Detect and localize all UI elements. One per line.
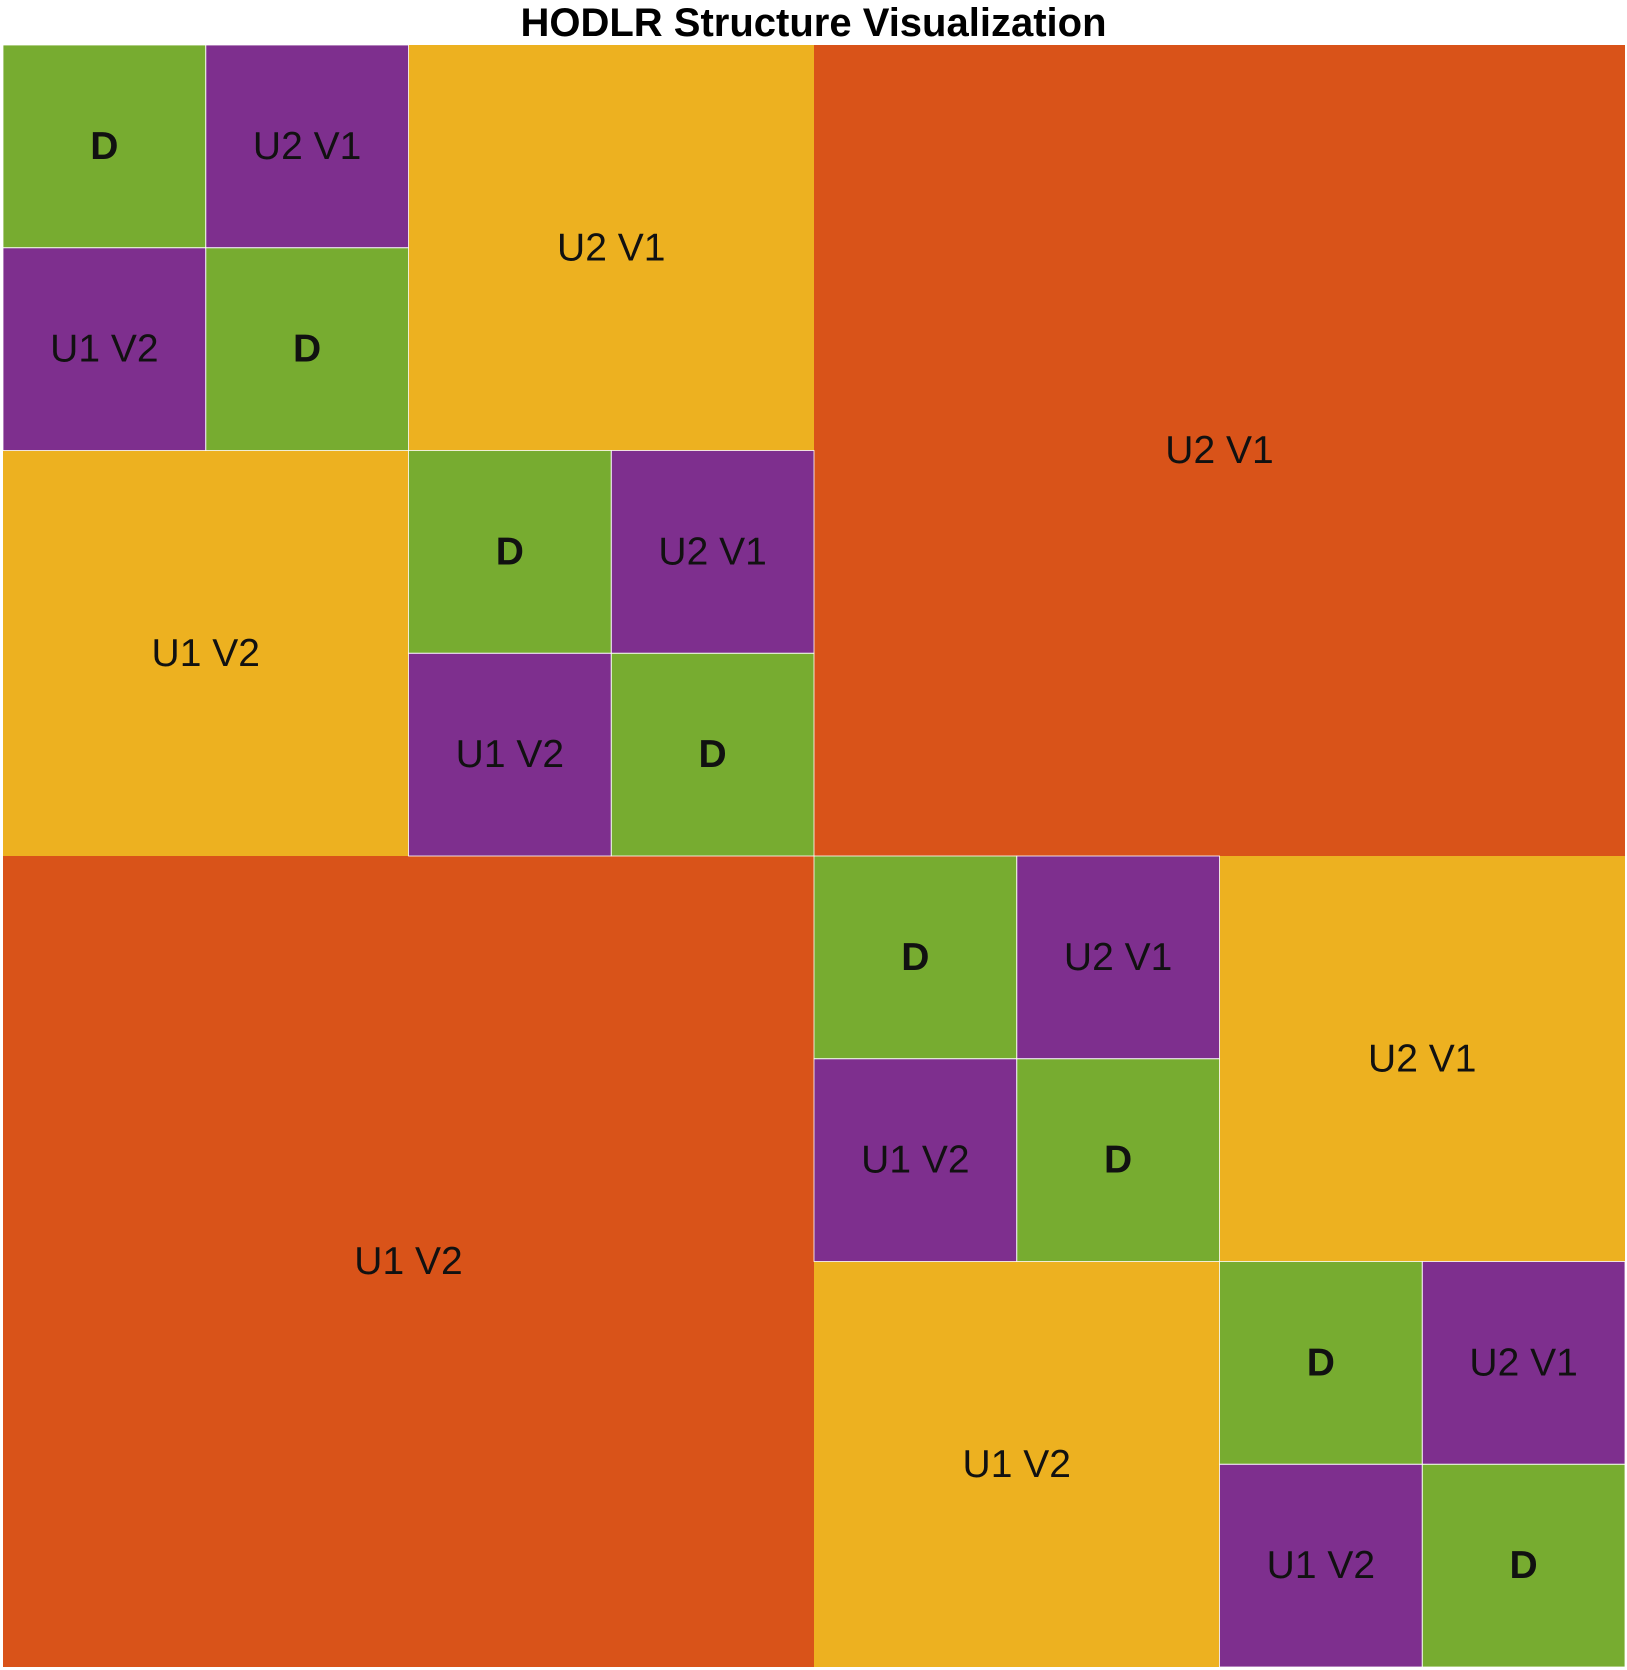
block-label-L3-4-dense-a: D <box>1307 1341 1335 1384</box>
block-label-L3-3-upper: U2 V1 <box>1064 936 1172 979</box>
block-L3-2-lower <box>408 653 612 856</box>
block-L3-4-dense-b <box>1422 1464 1625 1667</box>
block-label-L2-b-lower: U1 V2 <box>963 1443 1071 1486</box>
block-L2-a-upper <box>408 45 814 451</box>
block-label-L3-3-dense-a: D <box>901 936 929 979</box>
block-label-L2-a-lower: U1 V2 <box>152 632 260 675</box>
block-L3-4-upper <box>1422 1261 1625 1465</box>
block-L1-upper <box>814 45 1625 856</box>
block-label-L3-1-lower: U1 V2 <box>50 328 158 371</box>
block-L2-b-upper <box>1219 856 1625 1262</box>
block-L2-a-lower <box>3 450 409 856</box>
block-label-L3-1-upper: U2 V1 <box>253 125 361 168</box>
block-label-L3-3-dense-b: D <box>1104 1139 1132 1182</box>
block-L3-4-lower <box>1219 1464 1423 1667</box>
block-label-L2-b-upper: U2 V1 <box>1368 1037 1476 1080</box>
block-label-L3-4-lower: U1 V2 <box>1267 1544 1375 1587</box>
block-label-L3-2-upper: U2 V1 <box>658 530 766 573</box>
block-L3-4-dense-a <box>1219 1261 1423 1465</box>
block-seam-L3-1-dense-b <box>205 247 409 451</box>
block-L3-2-dense-a <box>408 450 612 654</box>
block-label-L3-1-dense-a: D <box>90 125 118 168</box>
block-L3-3-lower <box>814 1058 1017 1262</box>
block-L3-1-lower <box>3 247 206 451</box>
block-seam-L3-2-dense-b <box>610 652 815 857</box>
block-label-L3-3-lower: U1 V2 <box>861 1139 969 1182</box>
block-L3-3-dense-b <box>1016 1058 1220 1262</box>
block-L3-2-upper <box>611 450 814 654</box>
block-L3-1-upper <box>205 45 409 248</box>
block-L3-2-dense-b <box>611 653 814 856</box>
block-label-L1-upper: U2 V1 <box>1165 429 1273 472</box>
block-label-L3-4-upper: U2 V1 <box>1469 1341 1577 1384</box>
page-title: HODLR Structure Visualization <box>520 1 1107 45</box>
block-L3-1-dense-b <box>205 247 409 451</box>
labels-layer: U2 V1 U1 V2 U2 V1 U1 V2 U2 V1 U1 V2 D U2 V1 U1 V… <box>50 125 1578 1587</box>
block-seam-L3-3-dense-b <box>1016 1058 1220 1262</box>
block-label-L3-4-dense-b: D <box>1510 1544 1538 1587</box>
blocks-layer <box>2 44 1626 1668</box>
block-seams <box>2 44 1626 1668</box>
block-L2-b-lower <box>814 1261 1220 1667</box>
block-label-L3-2-lower: U1 V2 <box>456 733 564 776</box>
block-label-L2-a-upper: U2 V1 <box>557 226 665 269</box>
block-L3-3-upper <box>1016 856 1220 1059</box>
block-L1-lower <box>3 856 814 1667</box>
block-label-L3-2-dense-a: D <box>496 530 524 573</box>
block-L3-1-dense-a <box>3 45 206 248</box>
block-label-L3-2-dense-b: D <box>699 733 727 776</box>
block-label-L3-1-dense-b: D <box>293 328 321 371</box>
block-seam-L3-4-dense-b <box>1421 1463 1626 1668</box>
block-L3-3-dense-a <box>814 856 1017 1059</box>
block-label-L1-lower: U1 V2 <box>354 1240 462 1283</box>
